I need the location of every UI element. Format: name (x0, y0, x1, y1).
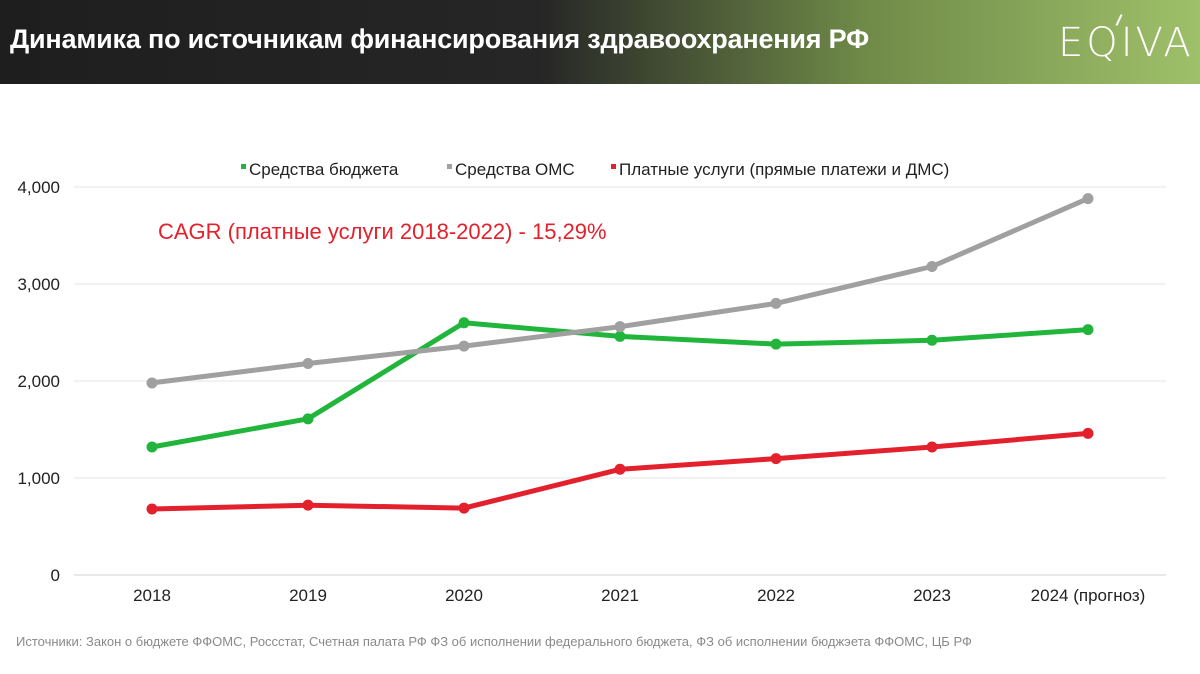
data-point (146, 441, 158, 453)
x-tick-label: 2021 (601, 586, 639, 605)
data-point (146, 503, 158, 515)
data-point (926, 441, 938, 453)
legend-label: Средства ОМС (455, 160, 575, 179)
chart-legend: Средства бюджета Средства ОМС Платные услу… (241, 160, 949, 179)
y-tick-label: 3,000 (17, 275, 60, 294)
data-point (614, 330, 626, 342)
data-point (1082, 427, 1094, 439)
data-point (614, 321, 626, 333)
x-tick-label: 2022 (757, 586, 795, 605)
series-lines (149, 196, 1091, 512)
series-points (146, 193, 1094, 515)
data-point (302, 499, 314, 511)
y-tick-label: 4,000 (17, 178, 60, 197)
y-tick-label: 2,000 (17, 372, 60, 391)
data-point (302, 413, 314, 425)
data-point (926, 261, 938, 273)
legend-label: Платные услуги (прямые платежи и ДМС) (619, 160, 949, 179)
eqiva-logo: EQIVA (1058, 20, 1194, 66)
data-point (770, 453, 782, 465)
data-point (302, 358, 314, 370)
data-point (146, 377, 158, 389)
y-tick-label: 0 (51, 566, 60, 585)
header-bar: Динамика по источникам финансирования зд… (0, 0, 1200, 84)
y-tick-label: 1,000 (17, 469, 60, 488)
data-point (458, 340, 470, 352)
legend-marker (447, 164, 452, 169)
data-point (770, 297, 782, 309)
legend-label: Средства бюджета (249, 160, 399, 179)
data-point (1082, 324, 1094, 336)
x-tick-label: 2020 (445, 586, 483, 605)
data-point (926, 334, 938, 346)
data-point (458, 317, 470, 329)
legend-marker (241, 164, 246, 169)
cagr-annotation: CAGR (платные услуги 2018-2022) - 15,29% (158, 219, 607, 244)
x-tick-label: 2023 (913, 586, 951, 605)
source-note: Источники: Закон о бюджете ФФОМС, Россст… (16, 634, 972, 649)
page-title: Динамика по источникам финансирования зд… (10, 24, 869, 54)
legend-marker (611, 164, 616, 169)
data-point (458, 502, 470, 514)
x-tick-label: 2019 (289, 586, 327, 605)
x-axis-ticks: 2018 2019 2020 2021 2022 2023 2024 (прогноз) (133, 586, 1145, 605)
chart-gridlines (74, 186, 1166, 576)
x-tick-label: 2024 (прогноз) (1031, 586, 1146, 605)
data-point (1082, 193, 1094, 205)
data-point (614, 463, 626, 475)
data-point (770, 338, 782, 350)
y-axis-ticks: 0 1,000 2,000 3,000 4,000 (17, 178, 60, 585)
x-tick-label: 2018 (133, 586, 171, 605)
